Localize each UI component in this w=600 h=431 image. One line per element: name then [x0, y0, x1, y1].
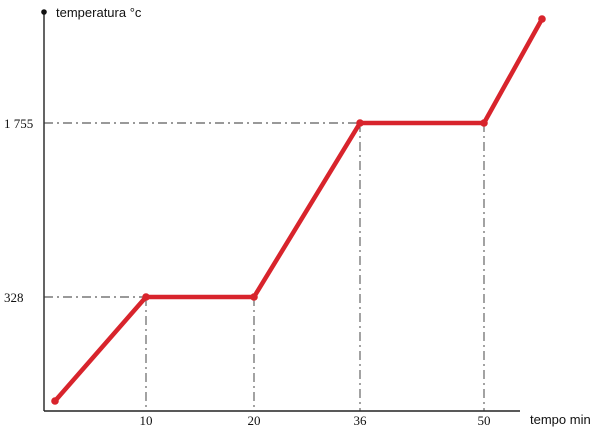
- y-axis-arrow-dot: [41, 9, 47, 15]
- y-tick-label-1755: 1 755: [4, 116, 33, 131]
- y-tick-label-328: 328: [4, 290, 24, 305]
- data-point-2: [250, 293, 258, 301]
- data-point-1: [142, 293, 150, 301]
- data-point-4: [480, 119, 488, 127]
- x-axis-title: tempo min: [530, 412, 591, 427]
- x-tick-label-10: 10: [140, 413, 153, 428]
- data-point-5: [538, 15, 546, 23]
- x-tick-label-36: 36: [354, 413, 368, 428]
- series-markers: [51, 15, 546, 405]
- y-axis-title: temperatura °c: [56, 5, 142, 20]
- data-point-3: [356, 119, 364, 127]
- x-tick-label-50: 50: [478, 413, 491, 428]
- series-line: [52, 16, 545, 404]
- guide-lines: [44, 122, 485, 411]
- data-point-0: [51, 397, 59, 405]
- x-tick-label-20: 20: [248, 413, 261, 428]
